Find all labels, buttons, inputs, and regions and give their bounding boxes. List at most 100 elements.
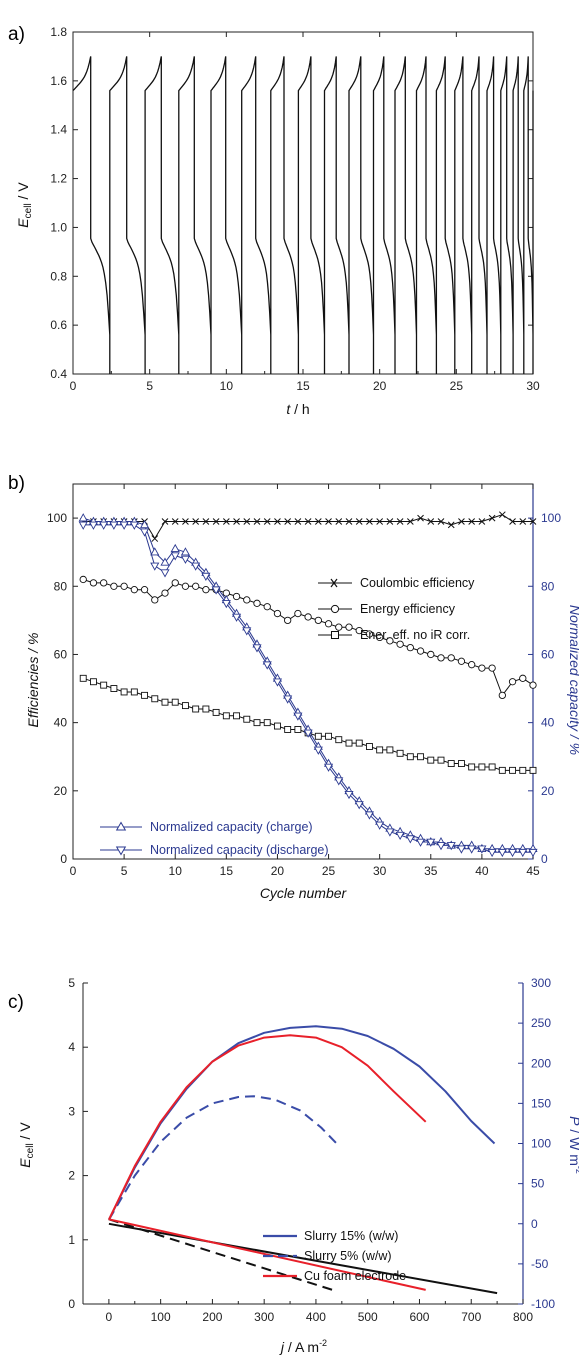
data-point [253, 599, 261, 607]
data-point [396, 640, 404, 648]
triangle-down-marker-icon [115, 846, 127, 856]
data-point [284, 616, 292, 625]
y-tick-label: 2 [68, 1169, 75, 1183]
data-point [386, 637, 394, 645]
data-point [447, 654, 455, 662]
panel-a-chart: a) 0 5 10 15 20 25 300.40.60.81.01.21.41.61.8 … [8, 24, 540, 417]
data-point [89, 678, 97, 686]
data-point [181, 582, 190, 590]
data-point [294, 609, 302, 618]
data-point [130, 586, 138, 594]
x-tick-label: 15 [296, 379, 310, 393]
data-point [497, 848, 507, 858]
data-point [232, 592, 241, 601]
x-tick-label: 45 [526, 864, 540, 878]
y2-tick-label: 60 [541, 647, 555, 661]
series-line-2 [83, 677, 533, 771]
x-tick-label: 5 [146, 379, 153, 393]
data-point [161, 589, 169, 597]
data-point [304, 518, 312, 525]
y2-tick-label: 0 [541, 852, 548, 866]
data-point [192, 705, 200, 713]
data-point [253, 518, 261, 525]
data-point [478, 763, 486, 771]
data-point [284, 726, 292, 733]
data-point [211, 586, 221, 595]
legend-slurry-15: Slurry 15% (w/w) [304, 1229, 398, 1243]
data-point [488, 514, 496, 522]
circle-marker-icon [330, 604, 340, 614]
series-line-1 [108, 1095, 338, 1221]
data-point [415, 838, 426, 847]
x-tick-label: 40 [475, 864, 489, 878]
series-line-2 [107, 1034, 427, 1221]
panel-b-ylabel: Efficiencies / % [25, 633, 41, 728]
y-tick-label: 5 [68, 976, 75, 990]
data-point [314, 732, 322, 740]
data-point [243, 596, 251, 604]
data-point [192, 518, 200, 525]
data-point [242, 627, 252, 636]
data-point [130, 688, 138, 696]
y-tick-label: 1 [68, 1233, 75, 1247]
data-point [335, 736, 343, 744]
data-point [160, 557, 170, 566]
y2-tick-label: 100 [531, 1137, 551, 1151]
square-marker-icon [331, 631, 339, 639]
x-tick-label: 400 [306, 1310, 326, 1324]
data-point [273, 609, 282, 618]
data-point [191, 562, 201, 571]
data-point [478, 518, 486, 525]
data-point [233, 518, 240, 525]
data-point [376, 746, 384, 754]
data-point [416, 647, 425, 655]
data-point [89, 579, 98, 587]
x-tick-label: 700 [461, 1310, 481, 1324]
legend-capacity-discharge: Normalized capacity (discharge) [150, 843, 329, 857]
data-point [79, 575, 87, 584]
panel-a-axes: 0 5 10 15 20 25 30 0.4 0.6 0.8 1.0 1.2 1.4 1.6 1.8 [50, 25, 540, 393]
data-point [498, 691, 506, 700]
series-line-3 [83, 517, 533, 850]
y2-tick-label: 20 [541, 784, 555, 798]
data-point [222, 518, 230, 525]
data-point [528, 848, 538, 858]
data-point [119, 521, 129, 530]
series-line-0 [83, 514, 533, 540]
x-tick-label: 500 [358, 1310, 378, 1324]
data-point [509, 766, 517, 774]
data-point [447, 760, 455, 767]
data-point [151, 695, 159, 703]
data-point [293, 712, 303, 721]
x-tick-label: 30 [373, 864, 387, 878]
panel-c-y2label: P / W m-2 [567, 1116, 579, 1174]
data-point [488, 664, 496, 672]
data-point [519, 518, 527, 525]
data-point [314, 616, 322, 625]
data-point [233, 712, 241, 720]
data-point [314, 518, 322, 525]
data-point [477, 845, 487, 854]
panel-a-ylabel: Ecell / V [15, 182, 34, 228]
data-point [385, 828, 395, 837]
data-point [202, 518, 210, 525]
x-tick-label: 15 [220, 864, 234, 878]
data-point [498, 511, 506, 519]
data-point [141, 691, 149, 699]
panel-b-legend-black: Coulombic efficiency Energy efficiency E… [318, 576, 475, 642]
x-tick-label: 0 [70, 379, 77, 393]
data-point [386, 518, 394, 525]
data-point [88, 521, 99, 530]
x-tick-label: 5 [121, 864, 128, 878]
data-point [161, 518, 169, 525]
x-tick-label: 10 [169, 864, 183, 878]
y-tick-label: 1.0 [50, 220, 67, 234]
y-tick-label: 0.8 [50, 269, 67, 283]
triangle-up-marker-icon [115, 821, 127, 831]
y-tick-label: 0.6 [50, 318, 67, 332]
data-point [110, 685, 118, 692]
data-point [447, 521, 455, 529]
data-point [192, 582, 200, 590]
x-tick-label: 25 [450, 379, 464, 393]
panel-b-chart: b) 0 5 10 15 20 25 30 35 40 450204060801000204060… [8, 473, 579, 901]
